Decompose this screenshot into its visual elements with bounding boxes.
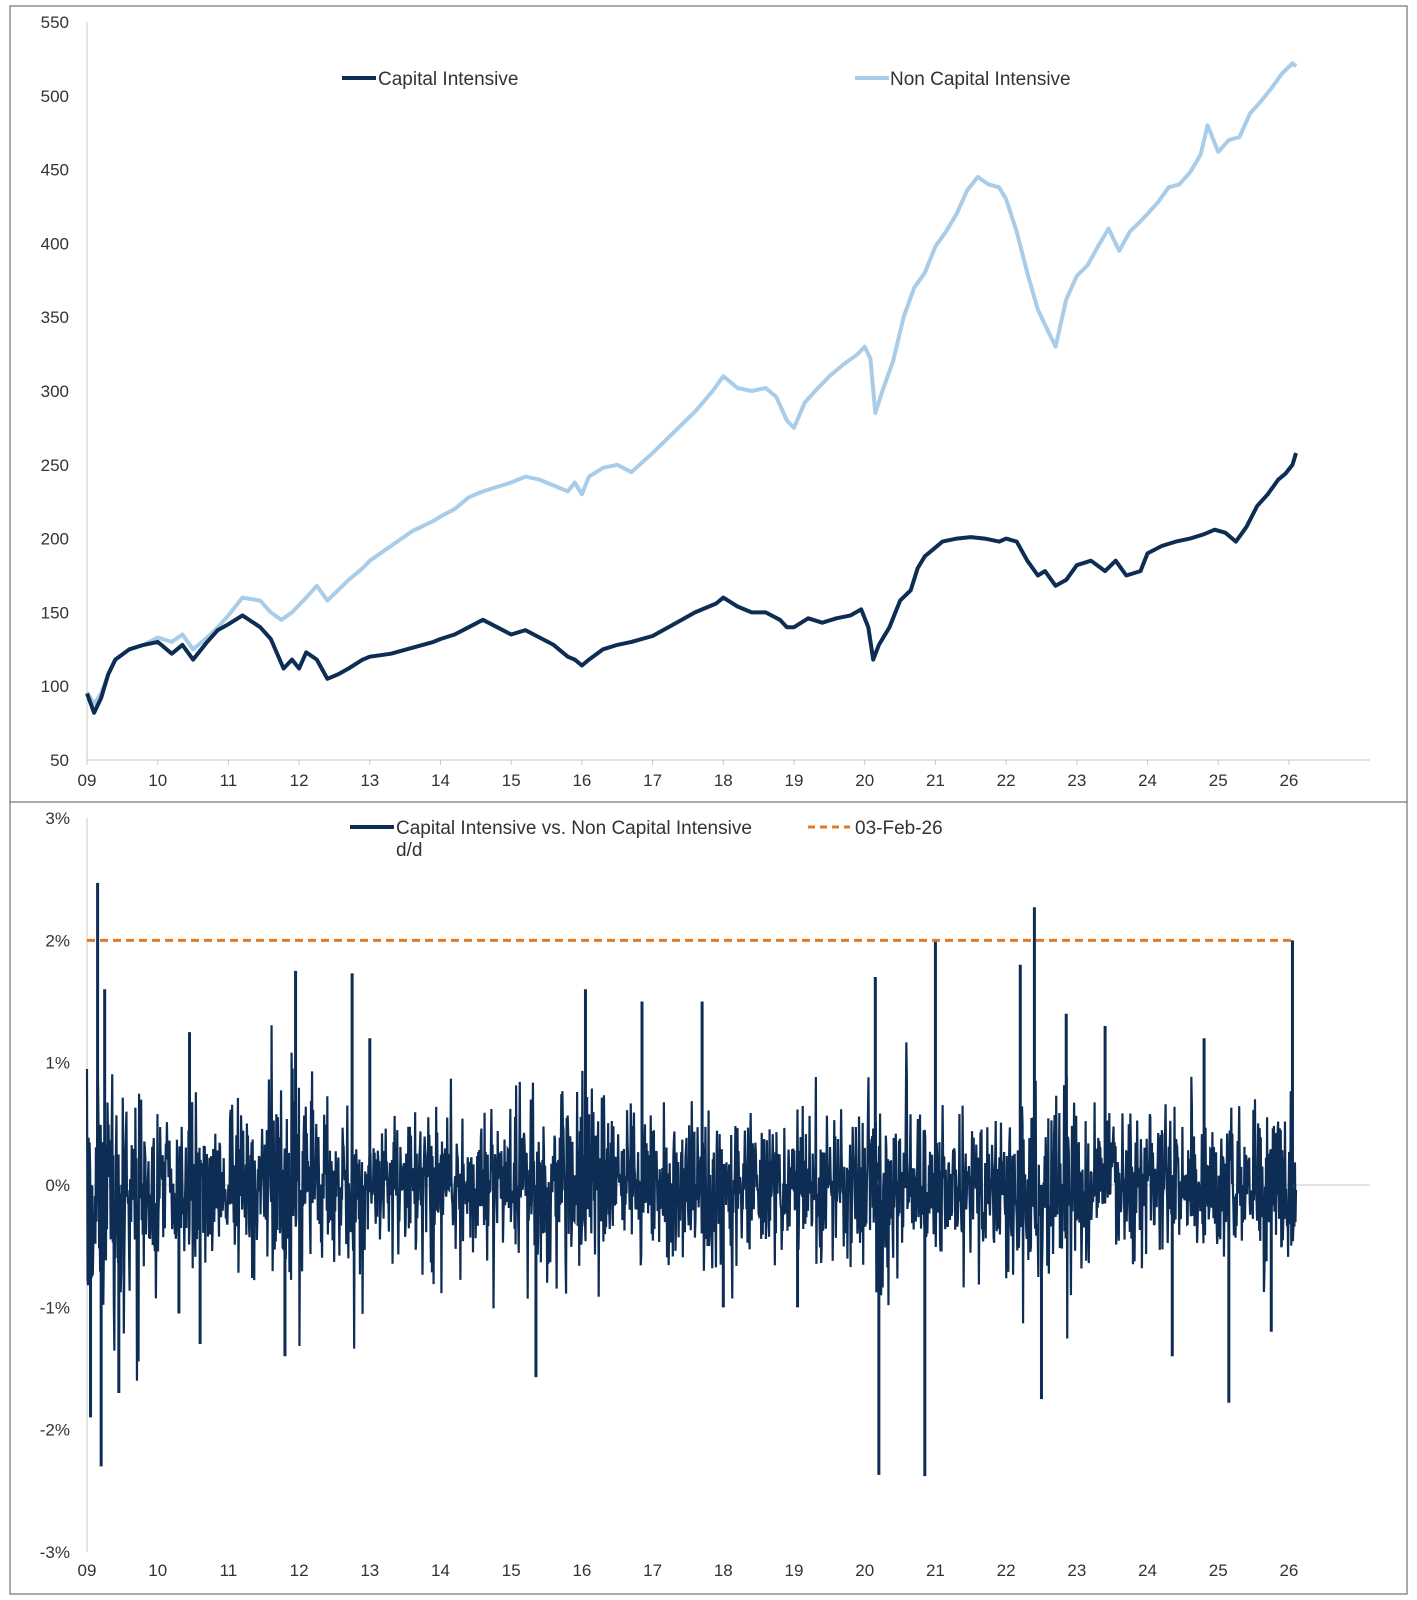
x-tick-label: 09 [78,771,97,790]
x-tick-label: 26 [1279,1561,1298,1580]
x-tick-label: 22 [997,771,1016,790]
y-tick-label: -1% [40,1298,70,1317]
y-tick-label: 2% [45,931,70,950]
x-tick-label: 21 [926,1561,945,1580]
top-series [85,61,1298,715]
y-tick-label: 300 [41,382,69,401]
y-tick-label: 150 [41,603,69,622]
x-tick-label: 19 [785,771,804,790]
y-tick-label: 3% [45,809,70,828]
x-tick-label: 11 [220,1561,238,1580]
y-tick-label: 350 [41,308,69,327]
x-tick-label: 22 [997,1561,1016,1580]
top-axes: 50 100 150 200 250 300 350 400 450 500 550 09 10 11 12… [41,13,1370,790]
x-tick-label: 24 [1138,771,1157,790]
x-tick-label: 11 [220,771,238,790]
x-tick-label: 21 [926,771,945,790]
y-tick-label: 1% [45,1054,70,1073]
x-tick-label: 12 [290,771,309,790]
y-tick-label: 100 [41,677,69,696]
y-tick-label: 500 [41,87,69,106]
y-tick-label: -3% [40,1543,70,1562]
y-tick-label: 50 [50,751,69,770]
y-tick-label: 450 [41,161,69,180]
legend-label-capital-intensive: Capital Intensive [378,69,518,90]
x-tick-label: 16 [572,771,591,790]
x-tick-label: 12 [290,1561,309,1580]
series-line-capital-intensive [85,452,1298,715]
x-tick-label: 10 [148,771,167,790]
x-tick-label: 24 [1138,1561,1157,1580]
legend-label-relative-dd: Capital Intensive vs. Non Capital Intens… [396,818,752,861]
y-tick-label: -2% [40,1421,70,1440]
series-line-relative-dd [85,1025,1298,1381]
bottom-legend: Capital Intensive vs. Non Capital Intens… [350,818,943,861]
x-tick-label: 17 [643,771,662,790]
x-tick-label: 19 [785,1561,804,1580]
x-tick-label: 23 [1067,1561,1086,1580]
x-tick-label: 18 [714,771,733,790]
figure-border [9,5,1408,1595]
x-tick-label: 17 [643,1561,662,1580]
legend-label-03-feb-26: 03-Feb-26 [855,818,943,839]
x-tick-label: 09 [78,1561,97,1580]
top-panel: 50 100 150 200 250 300 350 400 450 500 550 09 10 11 12… [41,13,1370,790]
y-tick-label: 0% [45,1176,70,1195]
bottom-panel: -3% -2% -1% 0% 1% 2% 3% 09 10 11 12 13 14 15 16 17 18 19 2… [40,809,1370,1580]
x-tick-label: 13 [360,771,379,790]
y-tick-label: 250 [41,456,69,475]
x-tick-label: 14 [431,771,450,790]
x-tick-label: 25 [1209,1561,1228,1580]
x-tick-label: 23 [1067,771,1086,790]
legend-label-line-2: d/d [396,840,422,861]
y-tick-label: 550 [41,13,69,32]
x-tick-label: 15 [502,771,521,790]
x-tick-label: 10 [148,1561,167,1580]
x-tick-label: 20 [855,771,874,790]
series-line-non-capital-intensive [85,61,1298,706]
x-tick-label: 14 [431,1561,450,1580]
x-tick-label: 18 [714,1561,733,1580]
x-tick-label: 16 [572,1561,591,1580]
x-tick-label: 25 [1209,771,1228,790]
y-tick-label: 200 [41,530,69,549]
x-tick-label: 20 [855,1561,874,1580]
bottom-series [85,882,1298,1477]
y-tick-label: 400 [41,234,69,253]
legend-label-line-1: Capital Intensive vs. Non Capital Intens… [396,818,752,839]
top-legend: Capital Intensive Non Capital Intensive [342,69,1071,90]
legend-label-non-capital-intensive: Non Capital Intensive [890,69,1071,90]
x-tick-label: 26 [1279,771,1298,790]
x-tick-label: 13 [360,1561,379,1580]
x-tick-label: 15 [502,1561,521,1580]
